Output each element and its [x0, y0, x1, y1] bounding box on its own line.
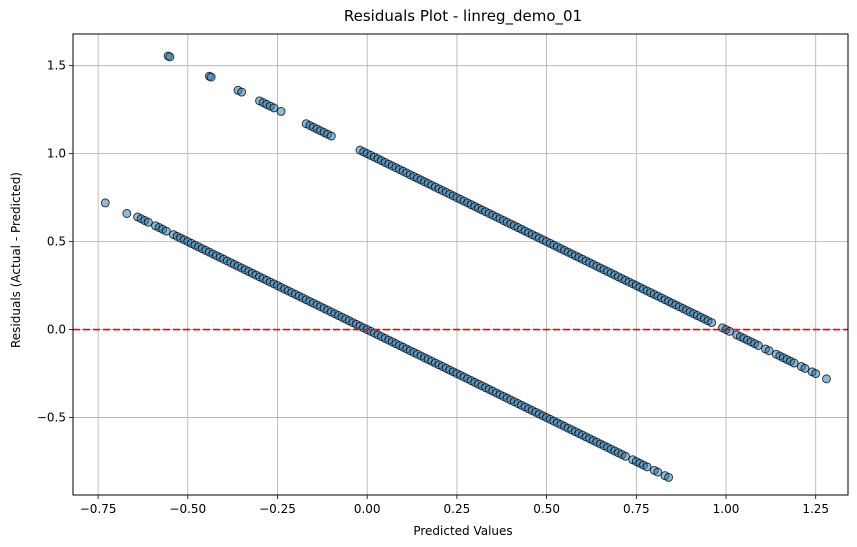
x-tick-label: 0.50: [533, 502, 560, 516]
scatter-point: [269, 103, 279, 113]
grid: [73, 34, 848, 495]
scatter-points: [100, 51, 831, 482]
y-tick-label: −0.5: [37, 411, 66, 425]
y-axis-label: Residuals (Actual - Predicted): [9, 172, 23, 348]
x-axis-ticks: −0.75 −0.50 −0.25 0.00 0.25 0.50 0.75 1.00 1.25: [80, 495, 829, 516]
scatter-point: [821, 374, 831, 384]
scatter-point: [621, 451, 631, 461]
scatter-point: [753, 340, 763, 350]
x-tick-label: 1.25: [802, 502, 829, 516]
scatter-point: [811, 369, 821, 379]
scatter-point: [707, 318, 717, 328]
y-tick-label: 1.5: [47, 59, 66, 73]
chart-title: Residuals Plot - linreg_demo_01: [344, 7, 582, 26]
y-tick-label: 0.0: [47, 323, 66, 337]
scatter-point: [764, 346, 774, 356]
scatter-point: [326, 131, 336, 141]
x-tick-label: 1.00: [713, 502, 740, 516]
scatter-point: [642, 462, 652, 472]
x-axis-label: Predicted Values: [413, 524, 512, 538]
scatter-point: [653, 467, 663, 477]
scatter-point: [100, 198, 110, 208]
scatter-point: [143, 217, 153, 227]
scatter-point: [237, 87, 247, 97]
x-tick-label: −0.50: [169, 502, 206, 516]
y-tick-label: 1.0: [47, 147, 66, 161]
x-tick-label: 0.75: [623, 502, 650, 516]
y-tick-label: 0.5: [47, 235, 66, 249]
scatter-point: [165, 52, 175, 62]
x-tick-label: 0.25: [444, 502, 471, 516]
y-axis-ticks: −0.5 0.0 0.5 1.0 1.5: [37, 59, 73, 425]
plot-frame: [72, 33, 849, 496]
scatter-point: [276, 106, 286, 116]
x-tick-label: 0.00: [354, 502, 381, 516]
scatter-point: [206, 72, 216, 82]
scatter-point: [161, 226, 171, 236]
scatter-point: [122, 208, 132, 218]
x-tick-label: −0.25: [259, 502, 296, 516]
x-tick-label: −0.75: [80, 502, 117, 516]
scatter-point: [800, 363, 810, 373]
scatter-point: [789, 358, 799, 368]
scatter-point: [664, 472, 674, 482]
